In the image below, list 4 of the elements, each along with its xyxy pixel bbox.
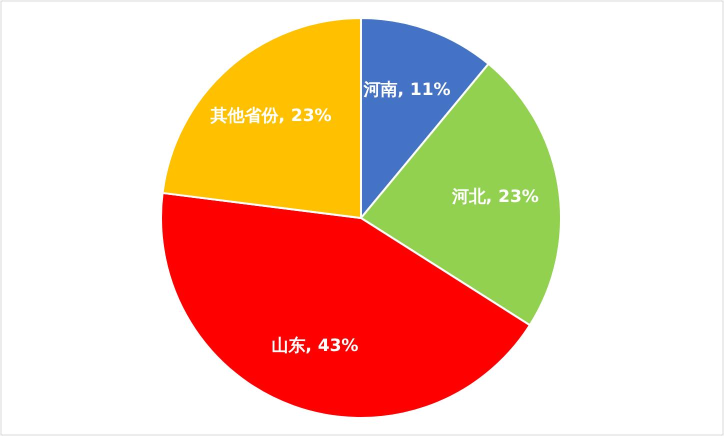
slice-label: 山东, 43%: [271, 334, 358, 358]
slice-label: 河北, 23%: [452, 186, 539, 209]
slice-label: 河南, 11%: [364, 79, 451, 102]
slice-label: 其他省份, 23%: [210, 104, 332, 128]
